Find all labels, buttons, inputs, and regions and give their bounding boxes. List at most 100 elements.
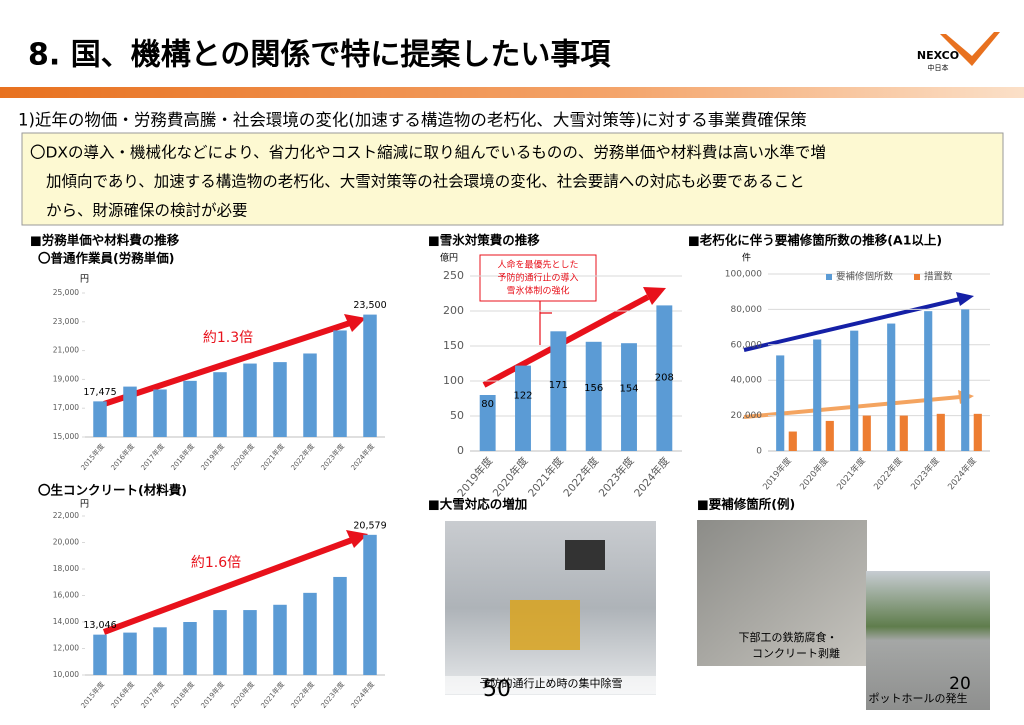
photo-caption: 予防的通行止め時の集中除雪 — [480, 676, 623, 690]
arrow-head — [956, 292, 974, 306]
bar — [813, 339, 822, 451]
bar — [303, 353, 317, 437]
y-tick-label: 20,000 — [53, 538, 79, 547]
x-tick-label: 2019年度 — [199, 680, 226, 710]
x-tick-label: 2016年度 — [109, 442, 136, 472]
x-tick-label: 2020年度 — [490, 454, 531, 499]
y-tick-label: 80,000 — [731, 305, 763, 315]
y-tick-label: 40,000 — [731, 376, 763, 386]
x-tick-label: 2015年度 — [79, 442, 106, 472]
heading: ■老朽化に伴う要補修箇所数の推移(A1以上) — [688, 233, 942, 248]
data-label: 156 — [584, 383, 603, 394]
bar — [924, 311, 933, 451]
bar — [656, 305, 673, 451]
y-tick-label: 100,000 — [725, 270, 762, 280]
bar — [123, 386, 137, 437]
x-tick-label: 2024年度 — [349, 680, 376, 710]
heading: ■大雪対応の増加 — [428, 497, 527, 512]
subtitle: 〇生コンクリート(材料費) — [38, 483, 187, 498]
x-tick-label: 2021年度 — [834, 455, 868, 492]
x-tick-label: 2018年度 — [169, 442, 196, 472]
heading: ■雪氷対策費の推移 — [428, 233, 540, 248]
bar — [887, 323, 896, 451]
x-tick-label: 2017年度 — [139, 680, 166, 710]
x-tick-label: 2023年度 — [319, 680, 346, 710]
bar — [899, 415, 908, 451]
y-tick-label: 14,000 — [53, 617, 79, 626]
bar — [363, 314, 377, 437]
x-tick-label: 2020年度 — [797, 455, 831, 492]
y-tick-label: 250 — [443, 269, 464, 282]
bar — [936, 413, 945, 451]
trend-arrow — [102, 537, 354, 635]
callout — [479, 254, 597, 302]
trend-arrow — [743, 297, 961, 352]
unit: 円 — [80, 499, 89, 510]
bar — [550, 331, 567, 451]
bar — [961, 309, 970, 451]
data-label: 154 — [619, 384, 638, 395]
title-bar — [0, 87, 1024, 98]
data-label: 171 — [549, 380, 568, 391]
y-tick-label: 18,000 — [53, 564, 79, 573]
x-tick-label: 2021年度 — [525, 454, 566, 499]
x-tick-label: 2019年度 — [455, 454, 496, 499]
x-tick-label: 2020年度 — [229, 442, 256, 472]
photo-caption: 下部工の鉄筋腐食・ — [739, 630, 838, 644]
data-label: 208 — [655, 372, 674, 383]
x-tick-label: 2021年度 — [259, 680, 286, 710]
bar — [153, 389, 167, 437]
bar — [183, 622, 197, 675]
bar — [776, 355, 785, 451]
annotation: 雪氷体制の強化 — [506, 285, 569, 297]
subtitle: 〇普通作業員(労務単価) — [38, 251, 174, 266]
y-tick-label: 21,000 — [53, 346, 79, 355]
bar — [363, 534, 377, 675]
x-tick-label: 2024年度 — [349, 442, 376, 472]
y-tick-label: 23,000 — [53, 317, 79, 326]
annotation: 人命を最優先とした — [497, 259, 578, 271]
bar — [788, 431, 797, 451]
y-tick-label: 22,000 — [53, 511, 79, 520]
y-tick-label: 0 — [457, 444, 464, 457]
title: 8. 国、機構との関係で特に提案したい事項 — [28, 38, 611, 73]
road-photo — [866, 571, 990, 710]
unit: 億円 — [440, 252, 458, 264]
logo: NEXCO — [917, 49, 959, 62]
x-tick-label: 2019年度 — [760, 455, 794, 492]
bar — [333, 576, 347, 675]
y-tick-label: 16,000 — [53, 591, 79, 600]
bar — [862, 415, 871, 451]
x-tick-label: 2021年度 — [259, 442, 286, 472]
arrow-head — [346, 530, 368, 548]
bar — [825, 420, 834, 451]
x-tick-label: 2020年度 — [229, 680, 256, 710]
legend-swatch — [826, 274, 832, 280]
unit: 円 — [80, 274, 89, 285]
x-tick-label: 2023年度 — [908, 455, 942, 492]
plow — [510, 600, 580, 650]
trend-arrow — [103, 320, 351, 407]
bar — [303, 592, 317, 675]
y-tick-label: 25,000 — [53, 288, 79, 297]
sign — [565, 540, 605, 570]
y-tick-label: 12,000 — [53, 644, 79, 653]
x-tick-label: 2017年度 — [139, 442, 166, 472]
data-label: 23,500 — [353, 300, 386, 311]
logo-sub: 中日本 — [928, 63, 949, 72]
callout-line — [539, 301, 552, 345]
x-tick-label: 2016年度 — [109, 680, 136, 710]
summary-line: 加傾向であり、加速する構造物の老朽化、大雪対策等の社会環境の変化、社会要請への対… — [46, 172, 805, 191]
x-tick-label: 2015年度 — [79, 680, 106, 710]
data-label: 17,475 — [83, 387, 116, 398]
y-tick-label: 0 — [756, 447, 762, 457]
heading: ■労務単価や材料費の推移 — [30, 233, 180, 248]
y-tick-label: 100 — [443, 374, 464, 387]
legend-label: 措置数 — [924, 271, 953, 283]
annotation: 約1.3倍 — [203, 330, 253, 346]
y-tick-label: 150 — [443, 339, 464, 352]
bar — [153, 627, 167, 675]
bar — [93, 634, 107, 675]
bar — [273, 362, 287, 437]
y-tick-label: 60,000 — [731, 340, 763, 350]
